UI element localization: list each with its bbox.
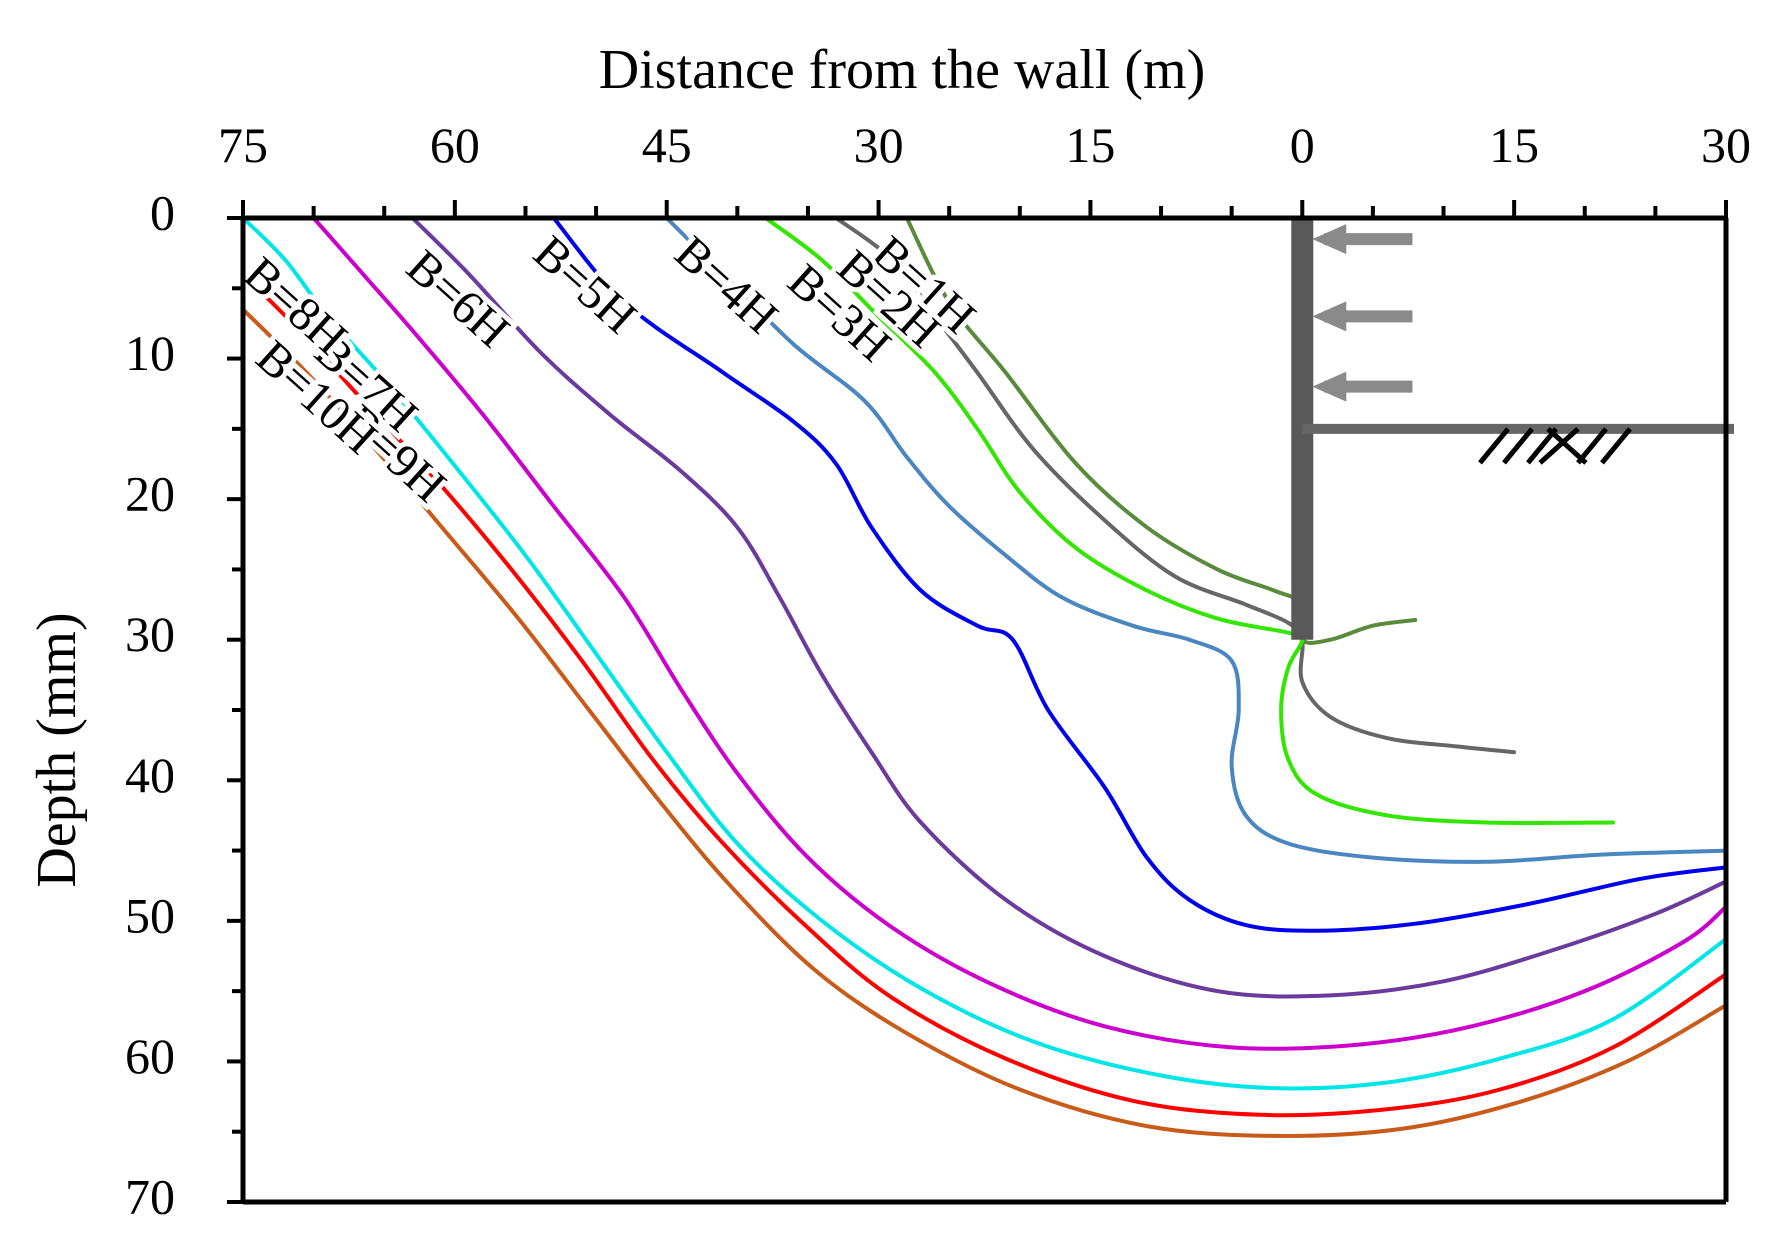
series-line-3 [763, 216, 1615, 825]
series-line-4 [664, 216, 1728, 864]
series-line-2 [834, 216, 1517, 755]
retaining-wall-diagram [1291, 218, 1734, 640]
y-tick-label: 10 [125, 325, 175, 381]
ground-hatch-5 [1600, 427, 1632, 465]
series-line-7 [311, 216, 1728, 1051]
series-layer: B=1HB=2HB=3HB=4HB=5HB=6HB=7HB=8HB=9HB=10… [229, 216, 1728, 1138]
series-label-6: B=6H [396, 240, 519, 358]
strut-arrow-head-1 [1312, 224, 1347, 255]
series-line-9 [241, 272, 1728, 1118]
y-tick-label: 60 [125, 1028, 175, 1084]
series-line-5 [551, 216, 1728, 933]
series-label-5: B=5H [524, 226, 647, 344]
y-tick-label: 0 [150, 184, 175, 240]
x-tick-label: 75 [218, 117, 268, 173]
x-tick-label: 45 [642, 117, 692, 173]
x-axis-title: Distance from the wall (m) [599, 39, 1205, 101]
series-label-4: B=4H [665, 226, 788, 344]
y-axis-title: Depth (mm) [26, 612, 88, 887]
x-tick-label: 30 [1701, 117, 1751, 173]
y-tick-label: 40 [125, 747, 175, 803]
x-tick-label: 15 [1489, 117, 1539, 173]
series-line-10 [241, 307, 1728, 1138]
ground-mark-2 [1538, 426, 1580, 465]
y-tick-label: 20 [125, 466, 175, 522]
y-tick-label: 70 [125, 1168, 175, 1224]
ground-mark-1 [1546, 426, 1588, 465]
strut-arrow-head-3 [1312, 371, 1347, 402]
series-line-8 [241, 216, 1728, 1091]
x-tick-label: 30 [854, 117, 904, 173]
x-tick-label: 60 [430, 117, 480, 173]
y-tick-label: 50 [125, 887, 175, 943]
x-tick-label: 0 [1290, 117, 1315, 173]
series-line-1 [904, 216, 1418, 645]
axes: 75 60 45 30 15 0 15 30 0 10 20 30 40 50 60 70 [125, 117, 1751, 1224]
series-line-6 [410, 216, 1728, 999]
strut-arrow-head-2 [1312, 301, 1347, 332]
x-tick-label: 15 [1065, 117, 1115, 173]
ground-hatch-1 [1478, 427, 1510, 465]
y-tick-label: 30 [125, 606, 175, 662]
ground-hatch-2 [1502, 427, 1534, 465]
